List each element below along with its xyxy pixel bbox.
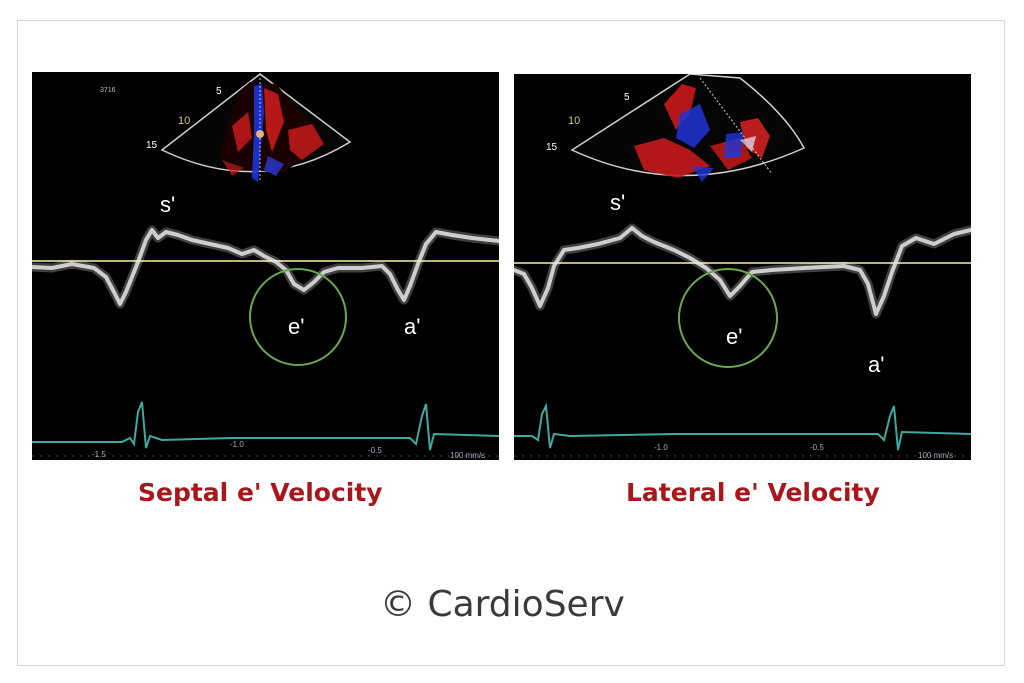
lateral-a-prime-label: a' — [868, 352, 884, 377]
septal-doppler-svg: 3716 5 10 15 s' e' a' — [32, 73, 499, 460]
lateral-doppler-image: 5 10 15 s' e' a' -1.0 -0.5 100 mm/s — [514, 74, 971, 460]
septal-caption: Septal e' Velocity — [138, 478, 383, 507]
septal-doppler-image: 3716 5 10 15 s' e' a' — [32, 72, 499, 460]
lateral-velocity-trace — [514, 223, 971, 319]
lateral-doppler-svg: 5 10 15 s' e' a' -1.0 -0.5 100 mm/s — [514, 74, 971, 460]
septal-corner-text: 3716 — [100, 87, 116, 94]
septal-s-prime-label: s' — [160, 192, 175, 217]
septal-depth-5: 5 — [216, 86, 222, 97]
lateral-depth-10: 10 — [568, 115, 580, 127]
lateral-ecg-tick-1: -1.0 — [654, 443, 668, 452]
septal-velocity-trace — [32, 225, 499, 309]
lateral-color-sector: 5 10 15 — [546, 74, 806, 182]
septal-e-prime-circle — [249, 268, 347, 366]
septal-ecg-trace — [32, 401, 499, 457]
septal-color-sector: 5 10 15 — [146, 73, 352, 182]
lateral-ecg-trace — [514, 402, 971, 457]
lateral-e-prime-circle — [678, 268, 778, 368]
septal-ecg-tick-2: -1.0 — [230, 440, 244, 449]
septal-sweep-text: 100 mm/s — [450, 451, 485, 460]
septal-depth-15: 15 — [146, 140, 158, 151]
lateral-sweep-text: 100 mm/s — [918, 451, 953, 460]
septal-a-prime-label: a' — [404, 314, 420, 339]
septal-e-prime-label: e' — [288, 314, 304, 339]
lateral-depth-5: 5 — [624, 92, 630, 103]
septal-depth-10: 10 — [178, 115, 190, 127]
septal-ecg-tick-3: -0.5 — [368, 446, 382, 455]
lateral-e-prime-label: e' — [726, 324, 742, 349]
lateral-depth-15: 15 — [546, 142, 558, 153]
lateral-caption: Lateral e' Velocity — [626, 478, 880, 507]
lateral-s-prime-label: s' — [610, 190, 625, 215]
septal-ecg-tick-1: -1.5 — [92, 450, 106, 459]
lateral-ecg-tick-2: -0.5 — [810, 443, 824, 452]
copyright-text: © CardioServ — [380, 584, 625, 625]
